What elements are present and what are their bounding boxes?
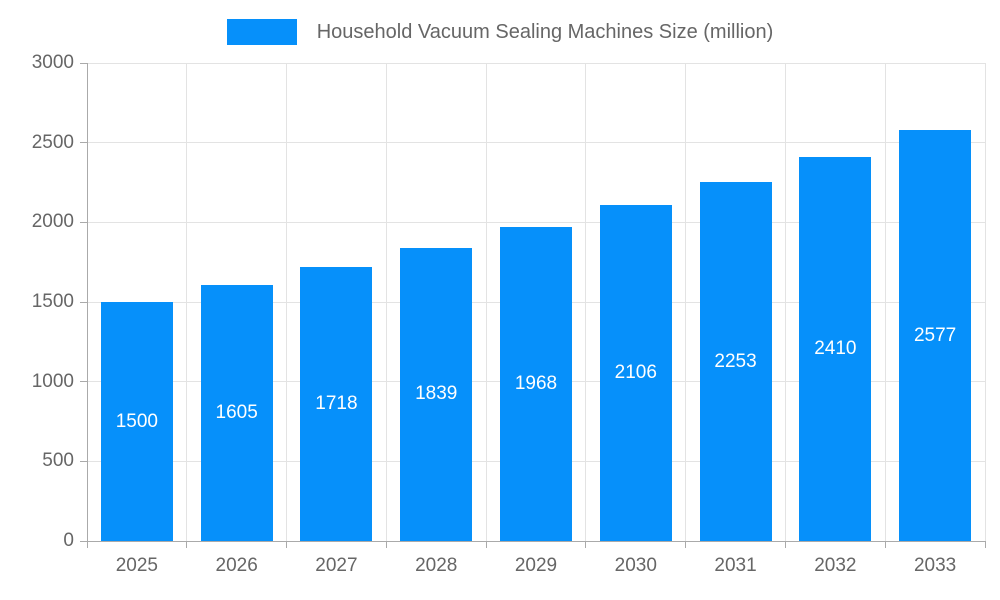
bar-value-label: 2577: [913, 324, 957, 346]
x-axis-tick: [286, 541, 288, 548]
gridline-vertical: [884, 63, 886, 541]
x-axis-label: 2025: [115, 555, 159, 576]
y-axis-tick: [80, 301, 87, 303]
x-axis-tick: [884, 541, 886, 548]
gridline-vertical: [984, 63, 986, 541]
bar-value-label: 2410: [814, 337, 857, 359]
gridline-vertical: [485, 63, 487, 541]
x-axis-label: 2032: [814, 555, 857, 576]
bar-value-label: 1968: [514, 373, 558, 395]
y-axis-label: 2000: [31, 211, 74, 233]
gridline-vertical: [784, 63, 786, 541]
bar[interactable]: 2577: [899, 130, 972, 541]
gridline-horizontal: [87, 62, 985, 64]
bar[interactable]: 2253: [699, 182, 772, 541]
y-axis-tick: [80, 142, 87, 144]
bar-value-label: 1500: [115, 410, 159, 432]
bar[interactable]: 1839: [400, 247, 473, 541]
x-axis-tick: [485, 541, 487, 548]
y-axis-line: [86, 63, 88, 541]
legend-label: Household Vacuum Sealing Machines Size (…: [316, 20, 774, 43]
bar[interactable]: 1605: [200, 285, 273, 541]
bar-value-label: 2106: [614, 362, 657, 384]
x-axis-tick: [86, 541, 88, 548]
x-axis-tick: [186, 541, 188, 548]
y-axis-tick: [80, 381, 87, 383]
y-axis-label: 2500: [31, 131, 74, 153]
x-axis-tick: [984, 541, 986, 548]
x-axis-line: [87, 540, 985, 542]
bar[interactable]: 1500: [100, 302, 173, 541]
gridline-vertical: [186, 63, 188, 541]
gridline-vertical: [286, 63, 288, 541]
x-axis-label: 2030: [614, 555, 657, 576]
y-axis-tick: [80, 460, 87, 462]
x-axis-label: 2029: [514, 555, 558, 576]
gridline-vertical: [385, 63, 387, 541]
bar-value-label: 1718: [315, 393, 358, 415]
bar-value-label: 2253: [714, 350, 757, 372]
legend-swatch[interactable]: [226, 19, 297, 45]
x-axis-label: 2031: [714, 555, 757, 576]
y-axis-tick: [80, 62, 87, 64]
x-axis-tick: [685, 541, 687, 548]
gridline-horizontal: [87, 142, 985, 144]
gridline-vertical: [585, 63, 587, 541]
bar[interactable]: 1968: [500, 227, 572, 541]
y-axis-label: 3000: [31, 52, 74, 73]
bar[interactable]: 1718: [300, 267, 373, 541]
bar-value-label: 1605: [215, 402, 258, 424]
gridline-vertical: [685, 63, 687, 541]
y-axis-label: 1000: [31, 370, 74, 392]
bar[interactable]: 2106: [599, 205, 672, 541]
legend[interactable]: Household Vacuum Sealing Machines Size (…: [0, 17, 1000, 47]
y-axis-label: 500: [42, 450, 74, 472]
y-axis-label: 1500: [31, 291, 74, 312]
x-axis-tick: [385, 541, 387, 548]
x-axis-tick: [784, 541, 786, 548]
x-axis-tick: [585, 541, 587, 548]
y-axis-tick: [80, 221, 87, 223]
x-axis-label: 2028: [415, 555, 458, 576]
y-axis-label: 0: [63, 530, 74, 551]
gridline-horizontal: [87, 221, 985, 223]
y-axis-tick: [80, 540, 87, 542]
x-axis-label: 2033: [913, 555, 957, 576]
x-axis-label: 2027: [315, 555, 358, 576]
bar-value-label: 1839: [415, 383, 458, 405]
x-axis-label: 2026: [215, 555, 258, 576]
bar[interactable]: 2410: [799, 157, 872, 541]
